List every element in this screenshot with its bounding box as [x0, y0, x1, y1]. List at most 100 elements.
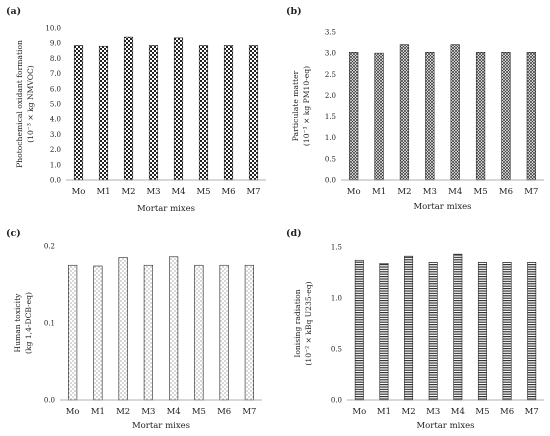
x-tick-label: M4 — [451, 407, 465, 417]
x-axis-title: Mortar mixes — [416, 421, 474, 431]
bar-m5 — [198, 45, 209, 181]
x-axis-title: Mortar mixes — [137, 204, 195, 214]
panel-label: (a) — [6, 6, 21, 17]
x-tick-label: M1 — [91, 407, 105, 417]
y-tick-label: 0.0 — [331, 397, 342, 405]
x-tick-label: M2 — [116, 407, 130, 417]
x-tick-label: M6 — [500, 407, 514, 417]
bar-m5 — [477, 261, 487, 401]
bar-m1 — [374, 52, 384, 181]
bar-m5 — [475, 51, 486, 181]
y-axis-title-line-2: (10⁻³ × kg PM10-eq) — [302, 66, 311, 146]
x-tick-label: M5 — [475, 407, 489, 417]
x-tick-label: M7 — [242, 407, 256, 417]
y-tick-label: 0.0 — [325, 177, 336, 185]
x-tick-label: M3 — [426, 407, 440, 417]
y-tick-label: 1.0 — [331, 295, 342, 303]
panel-label: (c) — [6, 228, 21, 239]
x-tick-label: M6 — [499, 187, 513, 197]
bar-m6 — [502, 261, 512, 401]
chart-panel-4: (d) 0.0 0.5 1.0 1.5 Mo M1 M2 M3 M4 M5 M6 M7 Mortar mi… — [286, 228, 544, 431]
y-tick-label: 4.0 — [50, 116, 61, 124]
y-tick-label: 3.0 — [325, 50, 336, 58]
bar-m3 — [428, 261, 438, 401]
y-tick-label: 1.0 — [325, 134, 336, 142]
panel-label: (d) — [286, 228, 302, 239]
x-tick-label: M4 — [171, 187, 185, 197]
y-tick-label: 6.0 — [50, 85, 61, 93]
x-tick-label: M2 — [121, 187, 135, 197]
y-axis-title-line-1: Particulate matter — [291, 70, 300, 141]
bar-m4 — [169, 256, 179, 401]
x-tick-label: M3 — [423, 187, 437, 197]
panel-label: (b) — [286, 6, 302, 17]
bar-m2 — [399, 44, 410, 181]
x-tick-label: M6 — [217, 407, 231, 417]
bar-m3 — [143, 264, 153, 401]
x-tick-label: M1 — [372, 187, 386, 197]
x-tick-label: M5 — [192, 407, 206, 417]
x-tick-label: M7 — [524, 187, 538, 197]
y-tick-label: 0.5 — [331, 346, 342, 354]
bar-mo — [354, 259, 364, 401]
bar-m7 — [527, 261, 537, 401]
y-tick-label: 3.0 — [50, 131, 61, 139]
y-tick-label: 3.5 — [325, 29, 336, 37]
bar-m4 — [453, 253, 463, 401]
y-tick-label: 5.0 — [50, 101, 61, 109]
x-tick-label: Mo — [352, 407, 366, 417]
x-tick-label: M1 — [377, 407, 391, 417]
y-axis-title-line-2: (kg 1,4-DCB-eq) — [24, 292, 33, 354]
y-tick-label: 2.0 — [325, 92, 336, 100]
bar-m1 — [379, 263, 389, 401]
x-axis-title: Mortar mixes — [132, 421, 190, 431]
x-tick-label: Mo — [72, 187, 86, 197]
bar-m2 — [123, 36, 134, 181]
y-tick-label: 0.2 — [44, 243, 55, 251]
bar-m6 — [501, 51, 511, 181]
y-axis-title-line-2: (10⁻² × kBq U235-eq) — [304, 281, 313, 365]
bar-mo — [73, 45, 84, 181]
bar-m6 — [219, 264, 229, 401]
bar-m7 — [526, 51, 536, 181]
y-axis-title-line-1: Ionising radiation — [293, 289, 302, 357]
bar-m7 — [248, 45, 259, 181]
y-tick-label: 8.0 — [50, 55, 61, 63]
chart-panel-2: (b)0.00.51.01.52.02.53.03.5Mo M1 M2 M3 M4 M5 M… — [286, 6, 544, 212]
bar-m4 — [450, 44, 460, 181]
y-tick-label: 0.1 — [44, 320, 55, 328]
bar-m7 — [244, 264, 254, 401]
x-tick-label: M4 — [448, 187, 462, 197]
bar-m5 — [194, 264, 204, 401]
bar-m3 — [425, 51, 435, 181]
bar-m1 — [93, 265, 103, 401]
bar-m2 — [404, 255, 414, 401]
x-axis-title: Mortar mixes — [413, 202, 471, 212]
x-tick-label: Mo — [66, 407, 80, 417]
x-tick-label: Mo — [347, 187, 361, 197]
bar-m4 — [173, 37, 184, 181]
bar-m2 — [118, 257, 128, 401]
x-tick-label: M2 — [401, 407, 415, 417]
chart-panel-1: (a) 0.0 1.0 2.0 3.0 4.0 5.0 6.0 7.0 8.0 9.0 10.0 Mo M… — [6, 6, 266, 214]
y-axis-title-line-1: Human toxicity — [13, 293, 22, 353]
bar-mo — [349, 51, 359, 181]
chart-panels: (a) 0.0 1.0 2.0 3.0 4.0 5.0 6.0 7.0 8.0 9.0 10.0 Mo M… — [6, 6, 544, 431]
y-tick-label: 0.0 — [50, 177, 61, 185]
y-axis-title-line-2: (10⁻³ × kg NMVOC) — [26, 65, 35, 143]
x-tick-label: M2 — [397, 187, 411, 197]
x-tick-label: M5 — [473, 187, 487, 197]
chart-panel-3: (c) 0.0 0.1 0.2 Mo M1 M2 M3 M4 M5 M6 M7 Mortar mixes… — [6, 228, 262, 431]
y-tick-label: 10.0 — [45, 25, 61, 33]
x-tick-label: M4 — [167, 407, 181, 417]
y-tick-label: 1.0 — [50, 161, 61, 169]
y-tick-label: 1.5 — [331, 244, 342, 252]
x-tick-label: M7 — [246, 187, 260, 197]
x-tick-label: M3 — [146, 187, 160, 197]
y-tick-label: 7.0 — [50, 70, 61, 78]
y-tick-label: 1.5 — [325, 113, 336, 121]
x-tick-label: M7 — [525, 407, 539, 417]
bar-mo — [68, 264, 78, 401]
y-tick-label: 9.0 — [50, 40, 61, 48]
